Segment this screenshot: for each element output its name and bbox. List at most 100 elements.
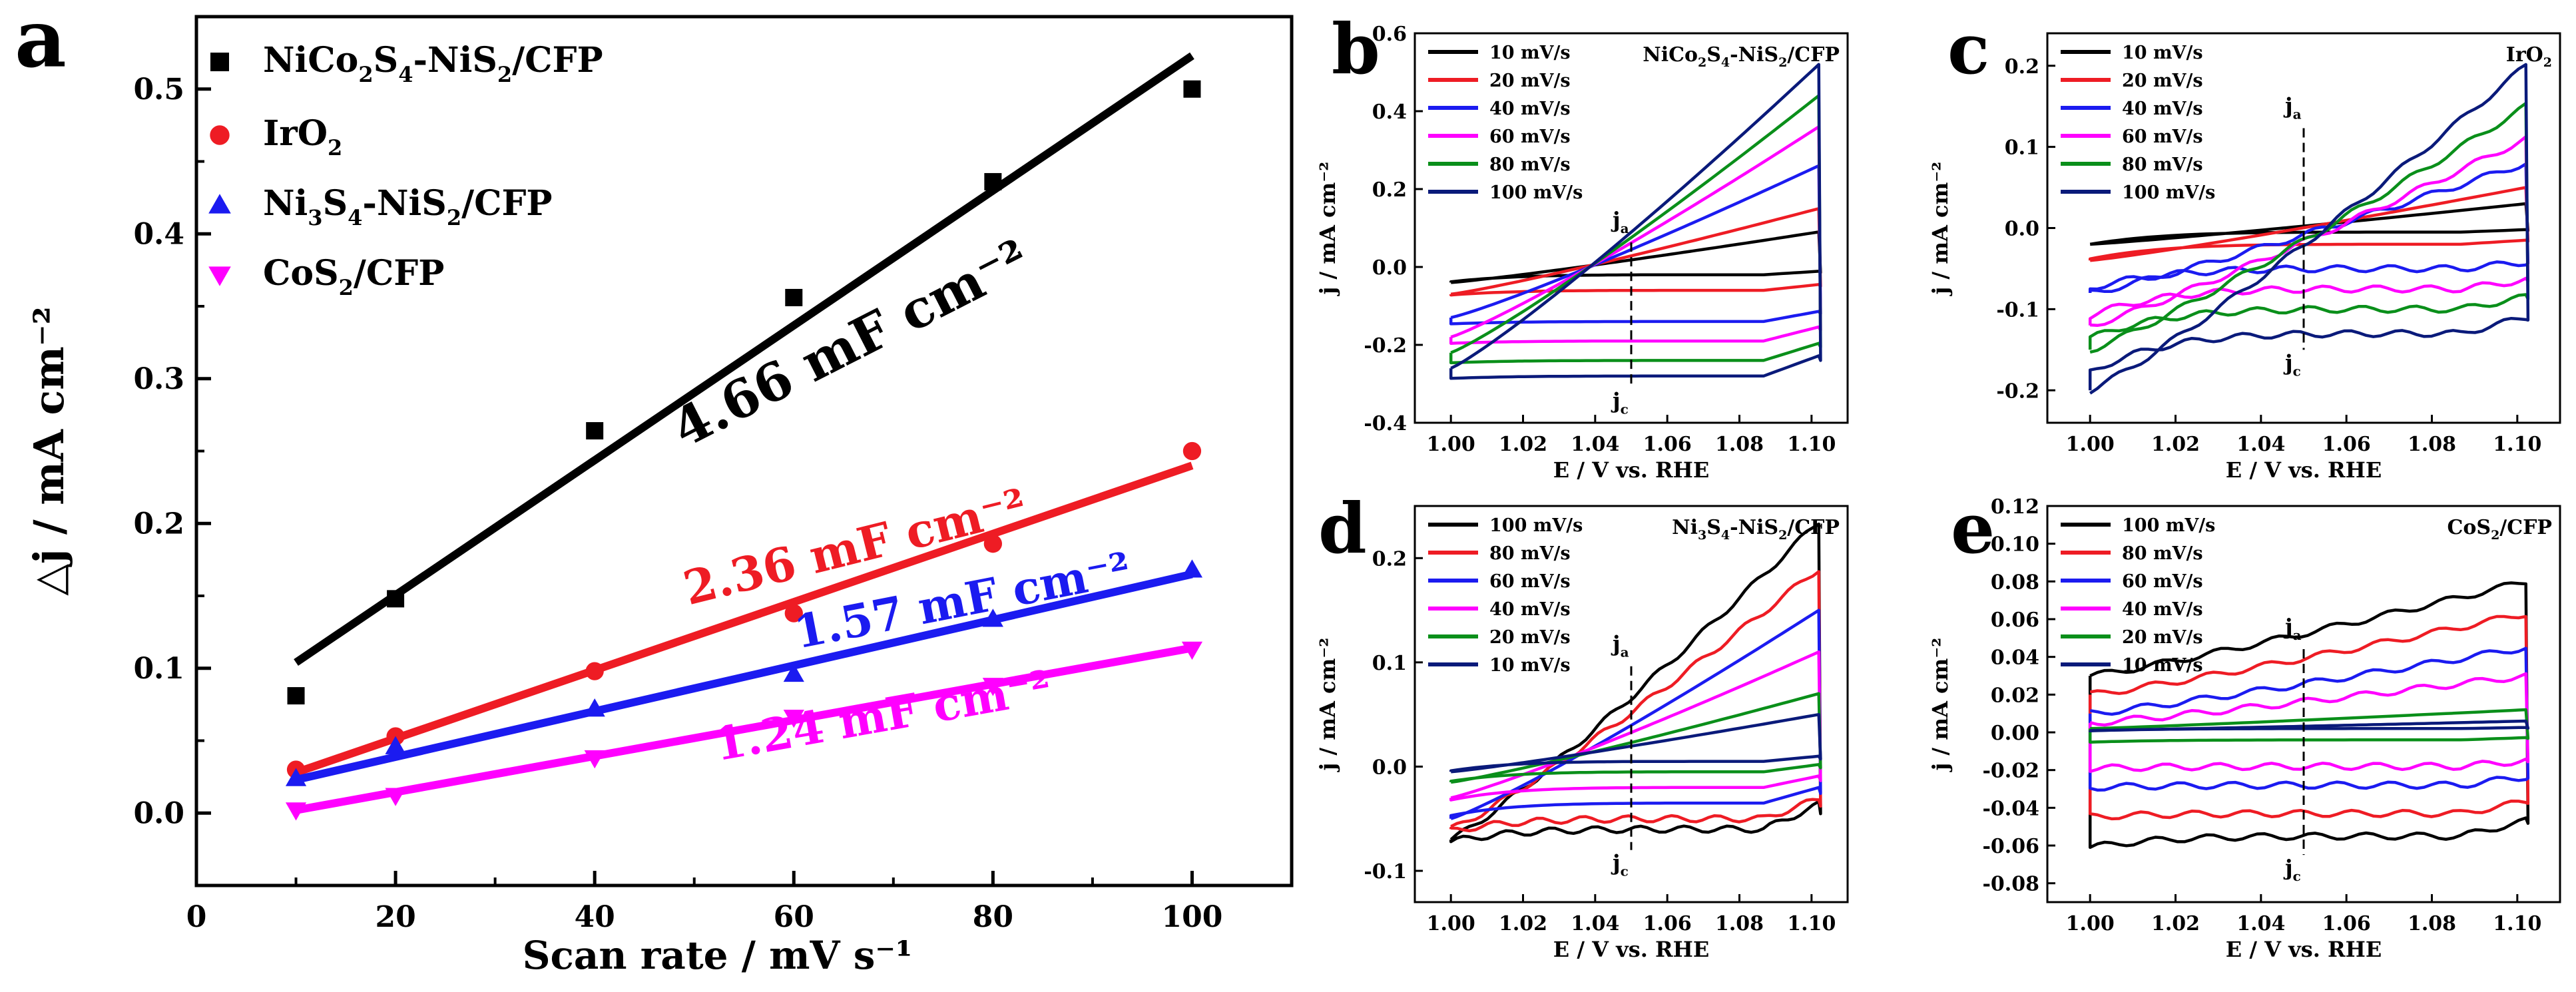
data-point-a bbox=[785, 288, 803, 306]
legend-label-d: 100 mV/s bbox=[1489, 515, 1583, 536]
panel-c: c 1.00 1.02 1.04 1.06 1.08 1.10 -0.2 -0.1 0.0 0.1 0… bbox=[1928, 8, 2561, 483]
legend-label-d: 10 mV/s bbox=[1489, 655, 1571, 676]
legend-marker-a bbox=[210, 53, 229, 71]
x-tick-label-c: 1.06 bbox=[2322, 433, 2371, 456]
x-tick-label-b: 1.08 bbox=[1715, 433, 1764, 456]
text-part: j bbox=[2283, 614, 2293, 639]
text-part: 2 bbox=[328, 135, 342, 160]
x-tick-label-e: 1.06 bbox=[2322, 912, 2371, 935]
x-tick-label-c: 1.00 bbox=[2066, 433, 2115, 456]
text-part: 2 bbox=[447, 205, 461, 230]
plot-frame-e bbox=[2046, 505, 2561, 903]
y-tick-label-e: 0.12 bbox=[1991, 495, 2039, 519]
text-part: S bbox=[374, 40, 399, 81]
x-tick-label-d: 1.04 bbox=[1571, 912, 1619, 935]
text-part: 2 bbox=[358, 62, 373, 87]
x-tick-label-c: 1.10 bbox=[2493, 433, 2541, 456]
legend-label-c: 60 mV/s bbox=[2122, 126, 2203, 147]
text-part: -NiS bbox=[362, 183, 446, 224]
legend-label-c: 80 mV/s bbox=[2122, 154, 2203, 175]
y-tick-label-e: -0.08 bbox=[1982, 873, 2039, 896]
y-tick-label-d: 0.2 bbox=[1372, 547, 1407, 571]
y-tick-label-a: 0.2 bbox=[133, 507, 184, 541]
text-part: c bbox=[1621, 864, 1629, 879]
y-tick-label-d: 0.0 bbox=[1372, 756, 1407, 779]
panel-label-e: e bbox=[1951, 487, 1995, 569]
y-tick-label-c: -0.1 bbox=[1996, 298, 2039, 322]
data-point-a bbox=[1183, 80, 1201, 98]
y-tick-label-d: 0.1 bbox=[1372, 652, 1407, 675]
x-axis-title-e: E / V vs. RHE bbox=[2226, 937, 2382, 962]
cv-curve-d bbox=[1449, 712, 1822, 774]
panel-label-c: c bbox=[1947, 8, 1989, 90]
y-tick-label-c: 0.0 bbox=[2005, 218, 2039, 241]
y-tick-label-b: 0.2 bbox=[1372, 178, 1407, 202]
text-part: j bbox=[1611, 387, 1621, 413]
fit-line-a bbox=[294, 461, 1194, 777]
text-part: /CFP bbox=[2499, 516, 2552, 539]
x-axis-title-d: E / V vs. RHE bbox=[1553, 937, 1709, 962]
text-part: 4 bbox=[1721, 528, 1730, 543]
legend-label-e: 60 mV/s bbox=[2122, 571, 2203, 592]
ja-label-b: ja​ bbox=[1611, 207, 1629, 236]
text-part: NiCo bbox=[1643, 43, 1698, 67]
text-part: -NiS bbox=[1730, 516, 1778, 539]
legend-label-b: 80 mV/s bbox=[1489, 154, 1571, 175]
ja-label-c: ja​ bbox=[2283, 93, 2302, 123]
ja-label-e: ja​ bbox=[2283, 614, 2302, 643]
plot-frame-d bbox=[1414, 505, 1849, 903]
text-part: j bbox=[1611, 631, 1621, 656]
text-part: j bbox=[2283, 93, 2293, 119]
fit-line-a bbox=[295, 570, 1193, 784]
x-tick-label-d: 1.06 bbox=[1643, 912, 1692, 935]
x-tick-label-d: 1.10 bbox=[1787, 912, 1836, 935]
fit-line-a bbox=[294, 52, 1194, 666]
x-tick-label-e: 1.10 bbox=[2493, 912, 2541, 935]
x-axis-title-c: E / V vs. RHE bbox=[2226, 457, 2382, 483]
legend-label-c: 100 mV/s bbox=[2122, 182, 2215, 203]
x-tick-label-c: 1.04 bbox=[2236, 433, 2285, 456]
legend-label-e: 10 mV/s bbox=[2122, 655, 2203, 676]
y-tick-label-c: 0.2 bbox=[2005, 55, 2039, 79]
cv-curve-e bbox=[2088, 646, 2530, 792]
y-tick-label-d: -0.1 bbox=[1364, 860, 1407, 883]
y-axis-title-e: j / mA cm⁻² bbox=[1928, 638, 1953, 773]
slope-annotation-a: 4.66 mF cm⁻² bbox=[663, 228, 1039, 459]
text-part: 2 bbox=[2543, 55, 2552, 70]
cv-curve-b bbox=[1449, 63, 1822, 380]
cv-curve-e bbox=[2088, 672, 2530, 774]
text-part: j bbox=[1611, 850, 1621, 875]
x-tick-label-e: 1.04 bbox=[2236, 912, 2285, 935]
text-part: j bbox=[2283, 350, 2293, 375]
material-label-d: Ni3​S4​-NiS2​/CFP bbox=[1672, 516, 1840, 543]
jc-label-e: jc​ bbox=[2283, 855, 2301, 884]
panel-label-a: a bbox=[15, 0, 67, 86]
cv-curve-d bbox=[1449, 522, 1822, 844]
legend-marker-a bbox=[208, 194, 231, 214]
data-point-a bbox=[584, 698, 605, 717]
y-tick-label-a: 0.1 bbox=[133, 652, 184, 686]
y-tick-label-b: -0.4 bbox=[1364, 412, 1407, 435]
x-tick-label-a: 100 bbox=[1162, 900, 1223, 934]
legend-label-e: 100 mV/s bbox=[2122, 515, 2215, 536]
cv-curve-e bbox=[2088, 581, 2530, 850]
y-tick-label-b: 0.6 bbox=[1372, 23, 1407, 46]
legend-label-d: 60 mV/s bbox=[1489, 571, 1571, 592]
y-tick-label-a: 0.5 bbox=[133, 73, 184, 107]
legend-label-b: 100 mV/s bbox=[1489, 182, 1583, 203]
legend-marker-a bbox=[210, 125, 230, 145]
text-part: 3 bbox=[1698, 528, 1706, 543]
x-tick-label-a: 40 bbox=[575, 900, 615, 934]
plot-frame-b bbox=[1414, 32, 1849, 424]
text-part: 2 bbox=[1698, 55, 1706, 70]
x-tick-label-a: 20 bbox=[375, 900, 415, 934]
legend-label-d: 40 mV/s bbox=[1489, 599, 1571, 620]
text-part: j bbox=[1611, 207, 1621, 232]
panel-label-b: b bbox=[1332, 8, 1380, 90]
text-part: 2 bbox=[1778, 528, 1787, 543]
y-tick-label-c: -0.2 bbox=[1996, 379, 2039, 403]
y-axis-title-b: j / mA cm⁻² bbox=[1315, 162, 1340, 297]
legend-label-b: 60 mV/s bbox=[1489, 126, 1571, 147]
panel-b: b 1.00 1.02 1.04 1.06 1.08 1.10 -0.4 -0.2 0.0 0.2 0… bbox=[1315, 8, 1849, 483]
y-tick-label-b: 0.4 bbox=[1372, 101, 1407, 124]
